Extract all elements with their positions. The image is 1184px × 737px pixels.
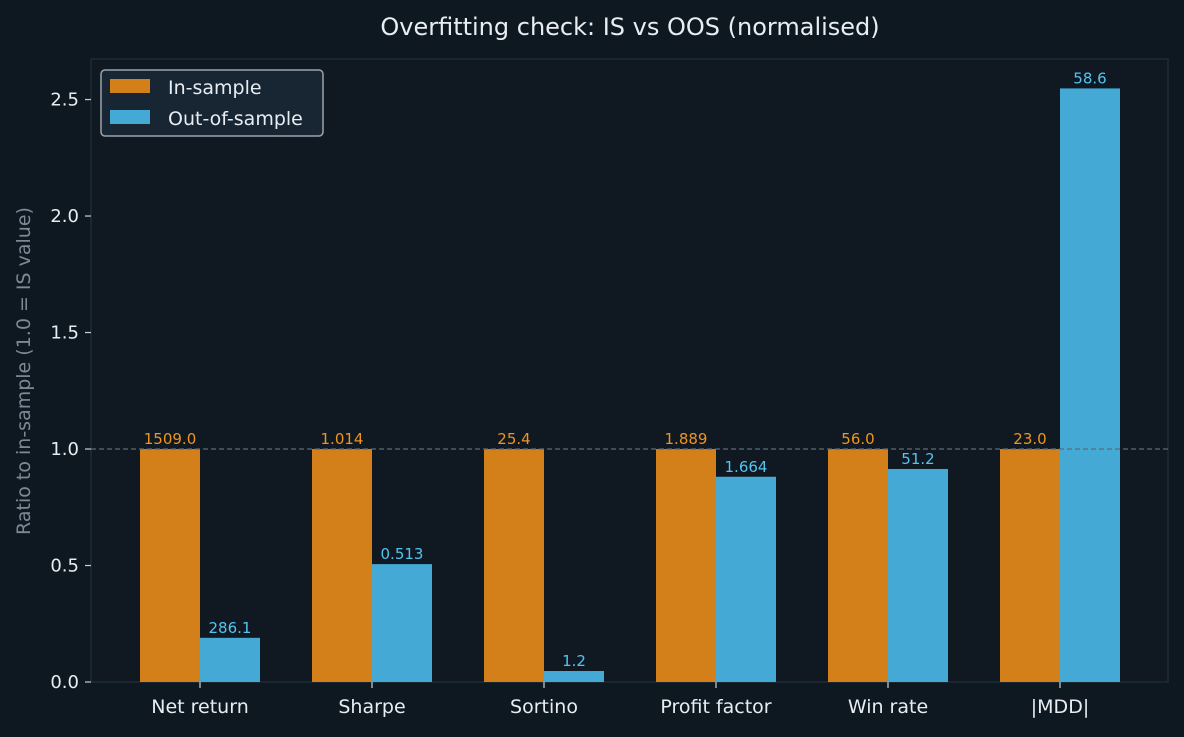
plot-area: [90, 58, 1169, 683]
y-axis-label: Ratio to in-sample (1.0 = IS value): [13, 207, 35, 535]
legend-label-in-sample: In-sample: [168, 77, 262, 99]
legend: In-sample Out-of-sample: [100, 69, 324, 137]
data-label: 1.889: [665, 430, 708, 448]
bar-out-of-sample: [888, 468, 948, 682]
x-tick-label: |MDD|: [1031, 696, 1089, 718]
data-label: 51.2: [901, 450, 934, 468]
y-tick-label: 0.5: [50, 556, 79, 577]
bar-in-sample: [656, 449, 716, 682]
x-tick-label: Net return: [151, 696, 249, 718]
bar-out-of-sample: [716, 476, 776, 682]
bar-in-sample: [1000, 449, 1060, 682]
data-label: 1509.0: [144, 430, 197, 448]
bar-out-of-sample: [1060, 88, 1120, 683]
bar-in-sample: [828, 449, 888, 682]
legend-swatch-in-sample: [110, 79, 150, 93]
bar-out-of-sample: [200, 637, 260, 682]
x-tick-label: Win rate: [848, 696, 928, 718]
y-tick-label: 1.0: [50, 439, 79, 460]
data-label: 25.4: [497, 430, 530, 448]
x-tick-label: Profit factor: [660, 696, 771, 718]
data-label: 56.0: [841, 430, 874, 448]
data-label: 1.014: [321, 430, 364, 448]
bar-in-sample: [484, 449, 544, 682]
y-tick-label: 0.0: [50, 672, 79, 693]
y-tick-label: 2.5: [50, 90, 79, 111]
chart-title: Overfitting check: IS vs OOS (normalised…: [380, 13, 879, 41]
y-tick-label: 2.0: [50, 206, 79, 227]
data-label: 0.513: [381, 545, 424, 563]
bar-in-sample: [312, 449, 372, 682]
data-label: 286.1: [209, 619, 252, 637]
data-label: 23.0: [1013, 430, 1046, 448]
x-tick-label: Sharpe: [338, 696, 405, 718]
y-tick-label: 1.5: [50, 323, 79, 344]
x-tick-label: Sortino: [510, 696, 578, 718]
bar-out-of-sample: [372, 564, 432, 682]
legend-label-out-of-sample: Out-of-sample: [168, 108, 303, 130]
legend-swatch-out-of-sample: [110, 110, 150, 124]
data-label: 1.2: [562, 652, 586, 670]
bar-in-sample: [140, 449, 200, 682]
data-label: 58.6: [1073, 69, 1106, 87]
bar-out-of-sample: [544, 671, 604, 682]
data-label: 1.664: [725, 458, 768, 476]
legend-box: [100, 69, 324, 137]
